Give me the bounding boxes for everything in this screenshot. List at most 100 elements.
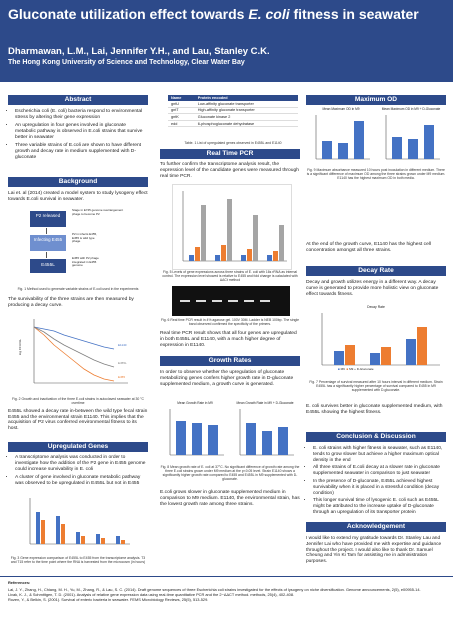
bar: [76, 532, 80, 544]
survival-text: The survivability of the three strains a…: [8, 297, 134, 308]
legend-e455l: E455L: [118, 361, 127, 365]
bar: [101, 538, 105, 544]
bar: [253, 215, 258, 261]
conclusion-bullet: All three strains of E.coli decay at a s…: [313, 465, 446, 477]
bar: [392, 137, 402, 159]
table-row: gntK Gluconate kinase 2: [168, 113, 298, 121]
references: References: Lai, J. Y., Zhang, H., Chian…: [8, 580, 446, 602]
pcr-heading: Real Time PCR: [160, 149, 300, 159]
gene-expression-svg: [29, 498, 130, 545]
bar: [41, 520, 45, 544]
decay-bar-chart: Decay Rate ■ M9 ■ M9 + D-Gluconate: [308, 305, 444, 375]
upregulated-body: A transcriptome analysis was conducted i…: [8, 455, 148, 489]
bar: [81, 536, 85, 544]
abstract-heading: Abstract: [8, 95, 148, 105]
upregulated-heading: Upregulated Genes: [8, 442, 148, 452]
decay-bar-svg: [321, 313, 440, 366]
pcr-bar-svg: [182, 191, 287, 262]
bar: [192, 423, 202, 455]
conclusion-bullet: This longer survival time of lysogenic E…: [313, 498, 446, 515]
maxod-m9-svg: [315, 115, 370, 160]
bar: [246, 423, 256, 455]
method-diagram: P2 released Stage in E745 genome rearran…: [30, 207, 130, 285]
bar: [195, 247, 200, 261]
p2-note: Stage in E745 genome rearrangement phage…: [72, 208, 124, 216]
gel-image: [172, 286, 290, 316]
decay-intro: Decay and growth utilizes energy in a di…: [306, 280, 439, 297]
bar: [201, 205, 206, 261]
bar: [247, 249, 252, 261]
conclusion-body: E. coli strains with higher fitness in s…: [306, 446, 446, 518]
poster-header: Gluconate utilization effect towards E. …: [0, 0, 453, 82]
decay-ylabel: log CFU/mL: [18, 338, 23, 356]
maxod-chart-gluconate: Mean Maximum OD in M9 + D-Gluconate: [378, 107, 444, 165]
pcr-intro: To further confirm the transcriptome ana…: [160, 162, 299, 179]
gene-table: Name Protein encoded gntU Low-affinity gl…: [168, 95, 298, 128]
poster-title: Gluconate utilization effect towards E. …: [8, 6, 419, 22]
fig1-caption: Fig. 1 Method used to generate variable …: [17, 287, 139, 291]
infecting-box: Infecting E455: [30, 235, 66, 251]
fig8-caption: Fig. 8 Mean growth rate of E. coli at 37…: [160, 465, 300, 481]
fig5-caption: Fig. 6 Real time PCR result in 4% agaros…: [160, 318, 300, 326]
growth-chart-gluconate-title: Mean Growth Rate in M9 + D-Gluconate: [236, 401, 294, 405]
poster-authors: Dharmawan, L.M., Lai, Jennifer Y.H., and…: [8, 46, 270, 57]
growth-chart-gluconate: Mean Growth Rate in M9 + D-Gluconate: [232, 401, 298, 461]
abstract-body: Escherichia coli (E. coli) bacteria resp…: [8, 109, 148, 163]
references-heading: References:: [8, 580, 31, 585]
bar: [96, 534, 100, 544]
p2-released-box: P2 released: [30, 211, 66, 227]
bar: [424, 125, 434, 159]
bar: [176, 421, 186, 455]
growth-gluconate-svg: [239, 409, 294, 456]
table-header-row: Name Protein encoded: [168, 95, 298, 101]
decay-result: E. coli survives better in gluconate sup…: [306, 404, 443, 415]
bar: [262, 431, 272, 455]
ack-heading: Acknowledgement: [306, 522, 446, 532]
upregulated-bullet: A transcriptome analysis was conducted i…: [15, 455, 148, 473]
conclusion-heading: Conclusion & Discussion: [306, 432, 446, 442]
fig7-caption: Fig. 7 Percentage of survival measured a…: [309, 380, 443, 392]
table1-caption: Table. 1 List of upregulated genes obser…: [184, 141, 282, 145]
bar: [334, 351, 344, 365]
bar: [36, 512, 40, 544]
abstract-bullet: Escherichia coli (E. coli) bacteria resp…: [15, 109, 148, 121]
bar: [241, 255, 246, 261]
pcr-bar-chart: [172, 184, 292, 270]
table-row: edd 6-phosphogluconate dehydratase: [168, 120, 298, 128]
series-e455l-line: [33, 326, 115, 368]
infecting-note: P2 in infects E455, E455 is wild type ph…: [72, 232, 98, 244]
arrow-down-icon: [46, 228, 47, 234]
e455l-text: E455L showed a decay rate in-between the…: [8, 409, 148, 431]
bar: [61, 524, 65, 544]
bar: [221, 245, 226, 261]
legend-e1140: E1140: [118, 343, 127, 347]
maxod-heading: Maximum OD: [306, 95, 446, 105]
growth-result: E.coli grows slower in gluconate supplem…: [160, 490, 300, 507]
maxod-result: At the end of the growth curve, E1140 ha…: [306, 242, 431, 253]
gene-expression-bar-chart: [22, 494, 134, 552]
reference-item: Livak, K. J., & Schmittgen, T. D. (2001)…: [8, 592, 295, 597]
decay-line-chart: log CFU/mL E1140 E455L E455: [18, 313, 134, 393]
e455l-box: E455L: [30, 259, 66, 273]
poster-affiliation: The Hong Kong University of Science and …: [8, 59, 245, 66]
growth-intro: In order to observe whether the upregula…: [160, 370, 294, 387]
growth-chart-m9-title: Mean Growth Rate in M9: [177, 401, 213, 405]
abstract-bullet: Three variable strains of E.coli are sho…: [15, 143, 148, 161]
reference-item: Rozen, Y., & Belkin, S. (2001). Survival…: [8, 597, 209, 602]
fig4-caption: Fig. 5 Levels of gene expressions across…: [162, 270, 298, 282]
bar: [116, 536, 120, 544]
footer-divider: [0, 576, 453, 577]
series-e1140-line: [33, 326, 115, 350]
growth-m9-svg: [169, 409, 224, 456]
bar: [56, 516, 60, 544]
fig2-caption: Fig. 2 Growth and inactivation of the th…: [12, 397, 144, 405]
maxod-gluconate-svg: [385, 115, 440, 160]
bar: [345, 345, 355, 365]
bar: [279, 225, 284, 261]
fig9-caption: Fig. 9 Maximum absorbance measured 10 ho…: [306, 168, 446, 180]
maxod-chart-gluconate-title: Mean Maximum OD in M9 + D-Gluconate: [381, 107, 441, 111]
bar: [370, 353, 380, 365]
bar: [215, 255, 220, 261]
background-heading: Background: [8, 177, 148, 187]
e455l-note: E455 with P2 phage integrated in E455 ge…: [72, 256, 99, 268]
